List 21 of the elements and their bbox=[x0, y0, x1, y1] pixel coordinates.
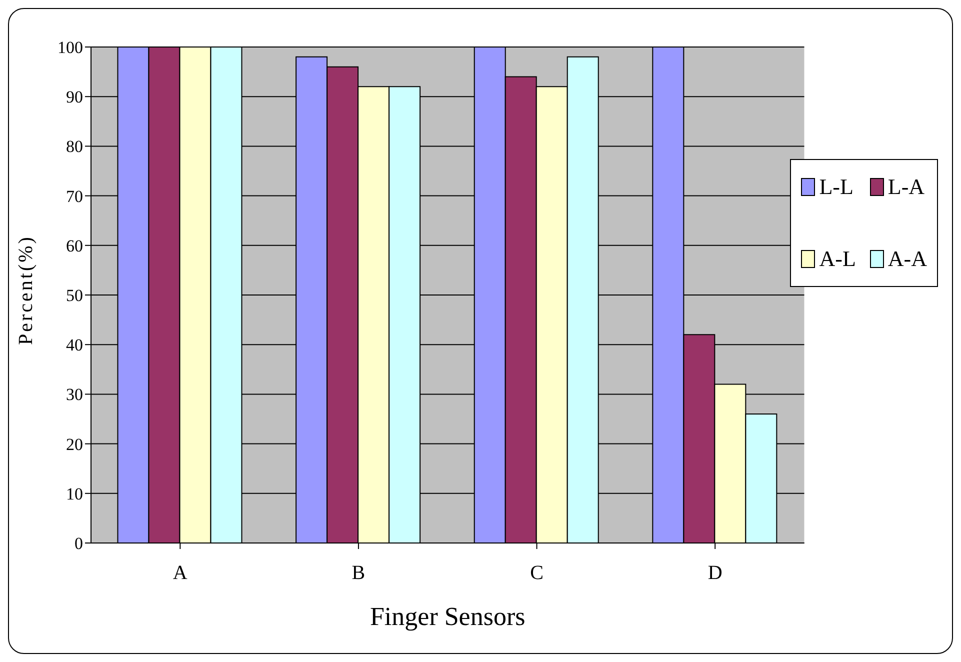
legend-label: L-L bbox=[819, 174, 854, 200]
y-tick-label: 40 bbox=[66, 336, 83, 355]
x-tick-label: A bbox=[172, 562, 188, 584]
x-tick-label: D bbox=[708, 562, 722, 584]
y-tick-label: 0 bbox=[74, 534, 83, 554]
y-axis-title: Percent(%) bbox=[15, 235, 38, 345]
legend-label: A-A bbox=[888, 246, 927, 272]
y-tick-label: 10 bbox=[66, 484, 83, 504]
legend-label: L-A bbox=[888, 174, 925, 200]
y-tick-label: 20 bbox=[66, 434, 83, 454]
y-tick-label: 70 bbox=[66, 186, 83, 206]
y-tick-label: 30 bbox=[66, 385, 83, 404]
legend-label: A-L bbox=[819, 246, 856, 272]
y-tick-label: 80 bbox=[66, 137, 83, 156]
x-tick-label: C bbox=[530, 562, 544, 584]
y-tick-label: 50 bbox=[66, 286, 83, 306]
y-tick-label: 100 bbox=[58, 38, 83, 58]
y-tick-label: 60 bbox=[66, 236, 83, 256]
x-tick-label: B bbox=[352, 562, 366, 584]
x-axis-title: Finger Sensors bbox=[370, 602, 526, 631]
y-tick-label: 90 bbox=[66, 88, 83, 107]
